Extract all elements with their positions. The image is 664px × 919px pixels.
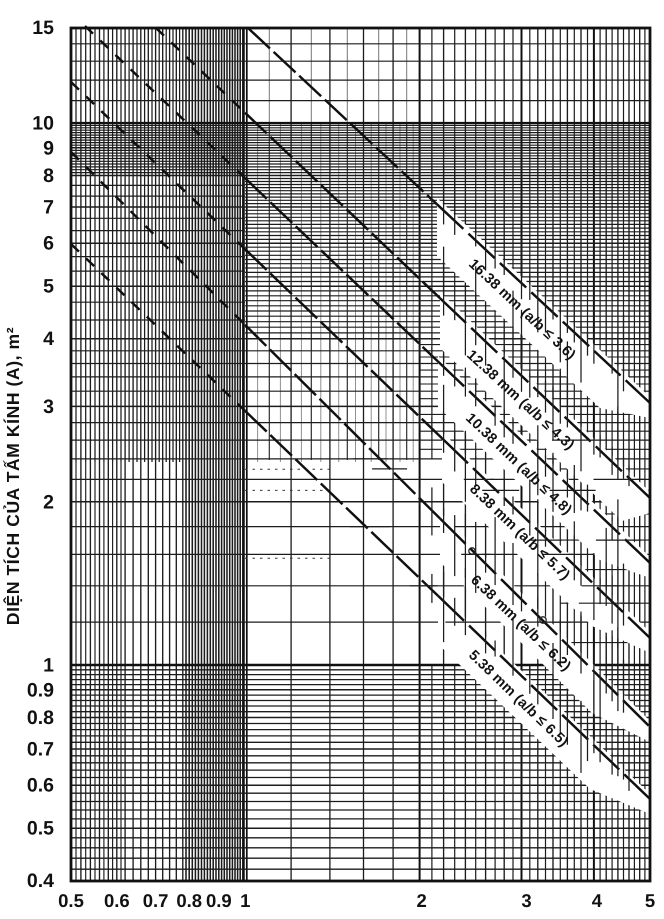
svg-text:10: 10 xyxy=(32,113,54,135)
svg-text:5: 5 xyxy=(645,890,655,911)
svg-text:0.5: 0.5 xyxy=(27,818,54,840)
svg-text:2: 2 xyxy=(43,491,54,513)
svg-text:0.8: 0.8 xyxy=(176,890,202,911)
svg-text:0.7: 0.7 xyxy=(27,739,54,761)
svg-text:7: 7 xyxy=(43,197,54,219)
svg-text:0.8: 0.8 xyxy=(27,707,54,729)
svg-text:0.7: 0.7 xyxy=(143,890,169,911)
svg-text:6: 6 xyxy=(43,233,54,255)
svg-text:0.4: 0.4 xyxy=(27,870,54,892)
svg-text:5: 5 xyxy=(43,276,54,298)
svg-text:DIỆN TÍCH CỦA TẤM KÍNH (A), m: DIỆN TÍCH CỦA TẤM KÍNH (A), m² xyxy=(3,327,23,625)
svg-text:0.9: 0.9 xyxy=(27,679,54,701)
svg-text:8: 8 xyxy=(43,165,54,187)
svg-text:0.6: 0.6 xyxy=(104,890,130,911)
svg-text:15: 15 xyxy=(32,17,54,39)
svg-text:1: 1 xyxy=(240,890,250,911)
svg-text:0.6: 0.6 xyxy=(27,775,54,797)
svg-text:9: 9 xyxy=(43,137,54,159)
svg-text:4: 4 xyxy=(592,890,603,911)
svg-text:4: 4 xyxy=(43,328,54,350)
svg-text:3: 3 xyxy=(521,890,531,911)
svg-text:1: 1 xyxy=(43,655,54,677)
svg-text:2: 2 xyxy=(416,890,426,911)
svg-text:3: 3 xyxy=(43,396,54,418)
svg-text:0.9: 0.9 xyxy=(206,890,232,911)
svg-text:0.5: 0.5 xyxy=(58,890,84,911)
